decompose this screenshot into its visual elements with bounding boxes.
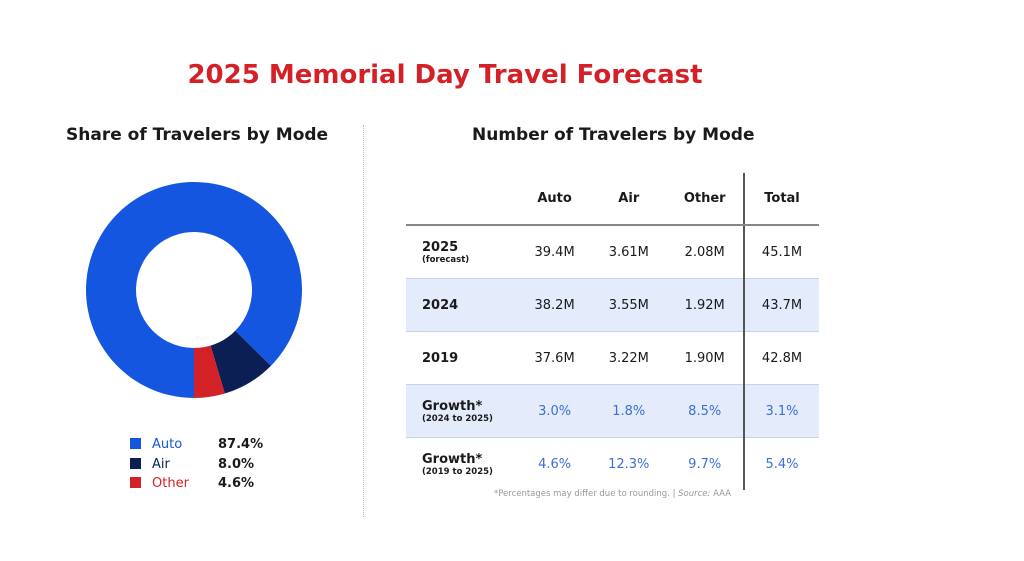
table-cell: 2.08M [666,225,745,279]
footnote-text: *Percentages may differ due to rounding.… [493,489,676,499]
legend-value: 87.4% [218,437,264,452]
row-header: 2019 [406,331,518,385]
table-cell: 8.5% [666,384,745,438]
table-cell: 43.7M [743,278,819,332]
donut-chart [86,182,303,398]
table-cell: 1.8% [591,384,667,438]
legend-swatch-auto [130,438,141,449]
donut-slice-other [194,345,225,398]
divider [363,125,364,517]
row-label: Growth* [422,451,483,467]
col-header [406,173,518,226]
table-cell: 45.1M [743,225,819,279]
legend-label: Other [152,476,189,491]
legend-label: Air [152,457,170,472]
donut-slice-air [210,330,271,394]
col-header: Other [666,173,745,226]
table-title: Number of Travelers by Mode [472,125,755,145]
row-sublabel: (forecast) [422,254,470,265]
table-cell: 5.4% [743,437,819,490]
row-label: Growth* [422,398,483,414]
legend-label: Auto [152,437,183,452]
legend-swatch-air [130,458,141,469]
footnote: *Percentages may differ due to rounding.… [406,489,819,499]
table-cell: 38.2M [518,278,592,332]
col-header: Auto [518,173,592,226]
table-cell: 12.3% [608,456,650,472]
legend-value: 4.6% [218,476,255,491]
page-title: 2025 Memorial Day Travel Forecast [187,60,703,90]
table-cell: 9.7% [688,456,722,472]
table-cell: 4.6% [538,456,572,472]
table-row: Growth* (2019 to 2025) 4.6% 12.3% 9.7% 5.4% [406,437,819,491]
row-label: 2024 [422,297,459,313]
row-label: 2025 [422,239,459,255]
source-label: Source: [678,489,711,499]
table-cell: 3.22M [591,331,667,385]
legend-swatch-other [130,477,141,488]
table-cell: 3.1% [743,384,819,438]
col-header: Air [591,173,667,226]
header-row: Auto Air Other Total [406,173,819,226]
row-header: 2024 [406,278,518,332]
legend-value: 8.0% [218,457,255,472]
legend-auto: Auto 87.4% [130,437,263,452]
source-value: AAA [713,489,732,499]
legend-other: Other 4.6% [130,476,254,491]
table-row: 2025 (forecast) 39.4M 3.61M 2.08M 45.1M [406,225,819,279]
legend-air: Air 8.0% [130,457,254,472]
table-cell: 1.92M [666,278,745,332]
table-row: Growth* (2024 to 2025) 3.0% 1.8% 8.5% 3.1% [406,384,819,438]
donut-title: Share of Travelers by Mode [66,125,329,145]
table-cell: 3.55M [591,278,667,332]
table-cell: 39.4M [518,225,592,279]
row-header: 2025 (forecast) [406,225,518,279]
row-header: Growth* (2024 to 2025) [406,384,518,438]
table-cell: 1.90M [666,331,745,385]
table-cell: 3.61M [591,225,667,279]
row-sublabel: (2019 to 2025) [422,466,493,477]
table-row: 2019 37.6M 3.22M 1.90M 42.8M [406,331,819,385]
table-row: 2024 38.2M 3.55M 1.92M 43.7M [406,278,819,332]
col-header: Total [743,173,819,226]
row-header: Growth* (2019 to 2025) [406,438,518,491]
row-label: 2019 [422,350,459,366]
table-cell: 42.8M [743,331,819,385]
row-sublabel: (2024 to 2025) [422,413,493,424]
donut-slice-auto [86,182,303,398]
table-cell: 37.6M [518,331,592,385]
travelers-table: Auto Air Other Total 2025 (forecast) 39.4M… [406,173,819,490]
table-cell: 3.0% [518,384,592,438]
